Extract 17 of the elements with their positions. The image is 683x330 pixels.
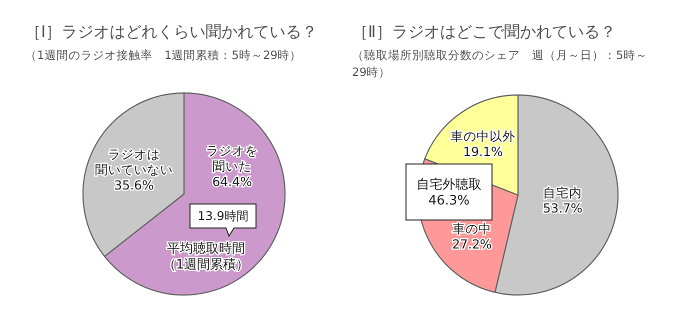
slice-label: 自宅内 <box>543 184 582 200</box>
slice-label: 車の中 <box>452 221 492 236</box>
text: 平均聴取時間（1週間累積） <box>162 241 250 273</box>
data-label: 64.4% <box>212 174 252 190</box>
chart-subtitle: （1週間のラジオ接触率 1週間累積：5時～29時） <box>25 47 303 64</box>
chart-title: ［Ⅰ］ラジオはどれくらい聞かれている？ <box>25 22 318 43</box>
text: 13.9時間 <box>198 209 248 224</box>
data-label: 53.7% <box>542 200 583 216</box>
data-label: 35.6% <box>114 178 154 193</box>
slice-label: ラジオを聞いた <box>206 142 258 174</box>
data-label: 27.2% <box>452 236 492 252</box>
data-label: 19.1% <box>463 144 503 160</box>
slice-label: ラジオは聞いていない <box>95 146 174 178</box>
chart-title: ［Ⅱ］ラジオはどこで聞かれている？ <box>352 22 616 43</box>
text: 自宅外聴取 46.3% <box>416 176 482 209</box>
chart-subtitle: （聴取場所別聴取分数のシェア 週（月～日）：5時～29時） <box>352 47 648 81</box>
slice-label: 車の中以外 <box>450 128 516 144</box>
